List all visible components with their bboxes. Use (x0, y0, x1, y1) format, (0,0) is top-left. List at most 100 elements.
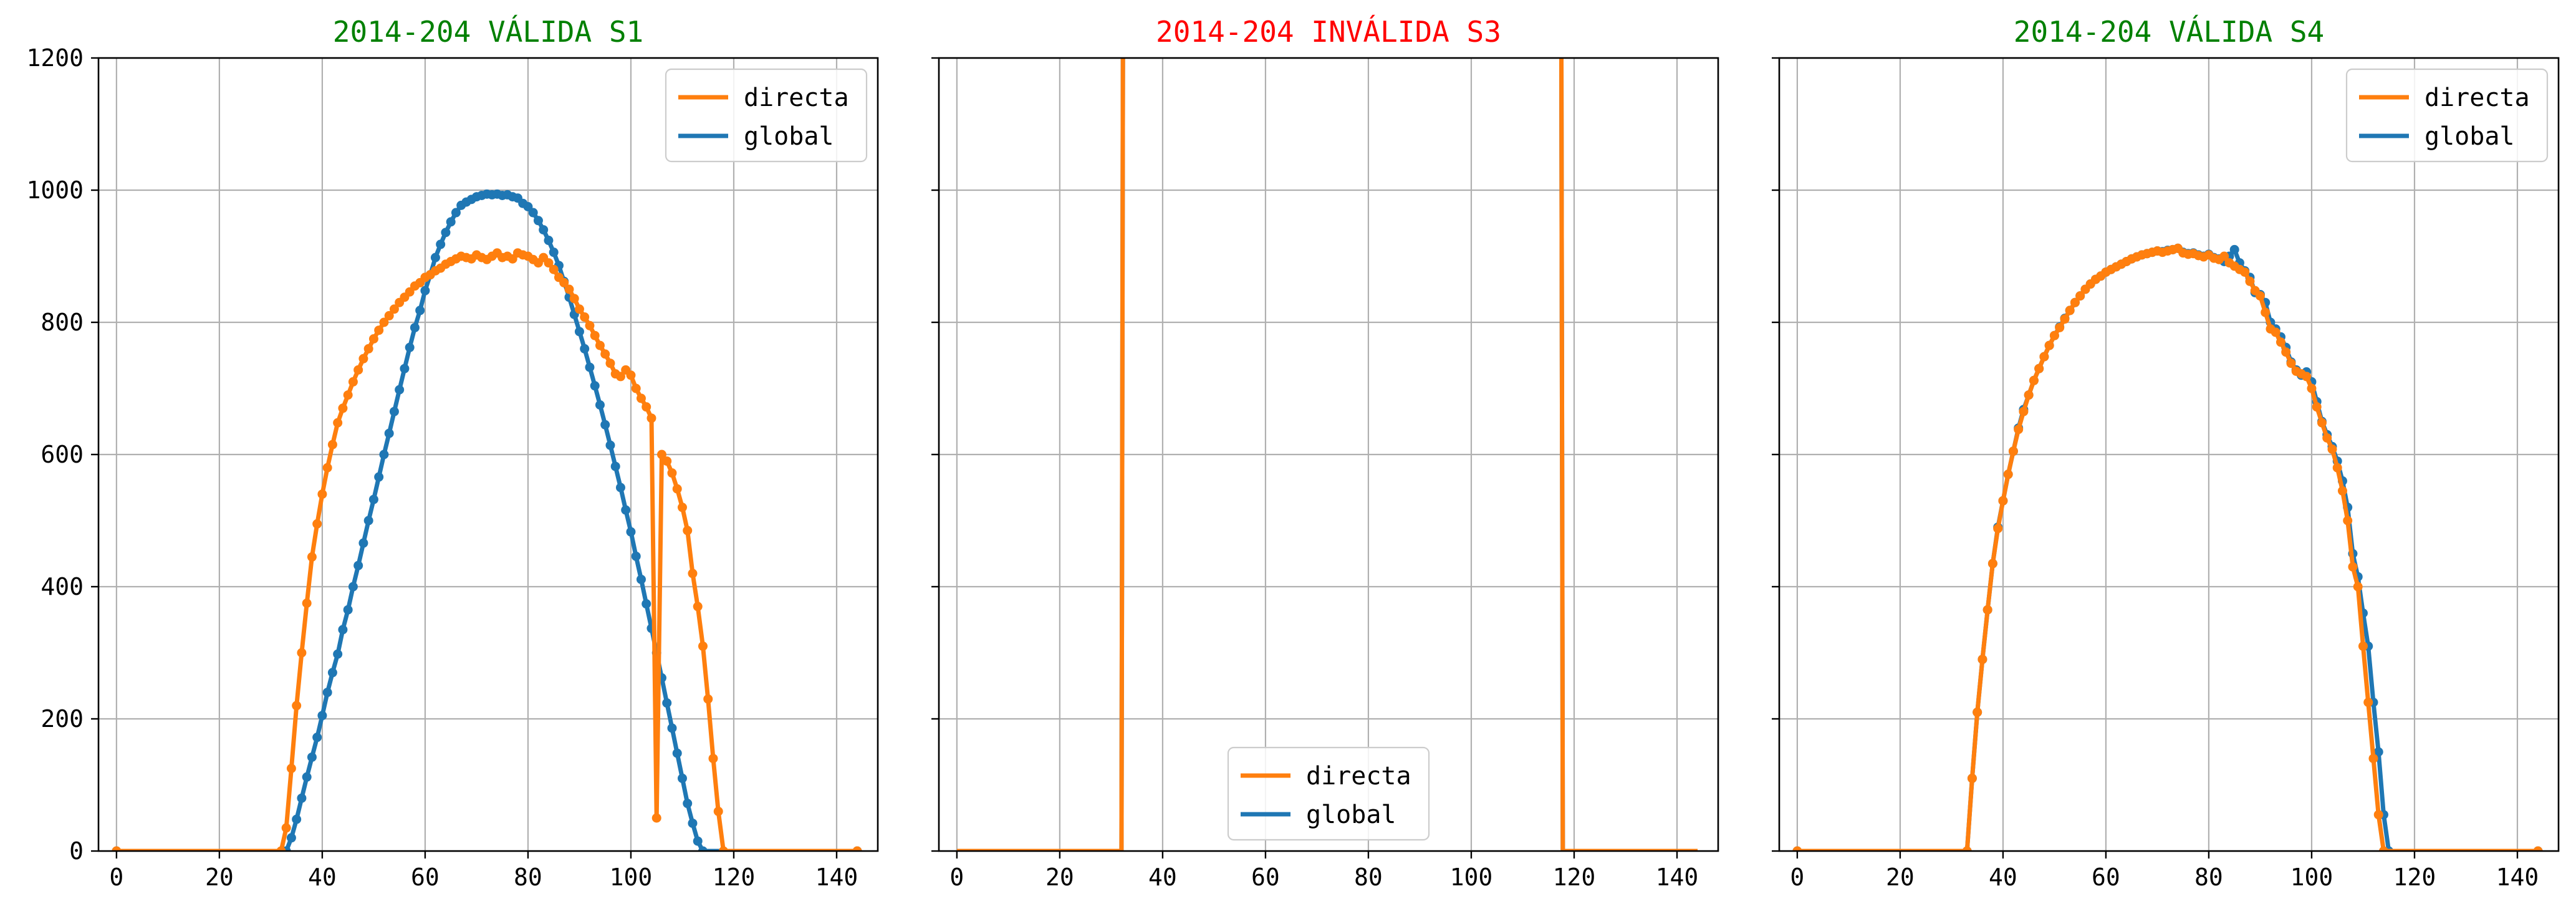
data-point-global (358, 538, 368, 548)
x-tick-label: 80 (1354, 863, 1383, 891)
data-point-global (683, 799, 693, 809)
data-point-directa (718, 846, 728, 851)
data-point-directa (1993, 524, 2003, 534)
x-tick-label: 140 (815, 863, 858, 891)
data-point-global (343, 605, 353, 615)
legend-box (1227, 746, 1430, 841)
data-point-directa (2240, 267, 2250, 277)
data-point-directa (333, 418, 343, 428)
data-point-directa (312, 519, 322, 529)
data-point-directa (2003, 469, 2013, 479)
x-tick-label: 100 (2290, 863, 2333, 891)
data-point-global (286, 833, 296, 843)
data-point-global (693, 836, 703, 846)
subplot-3: 0 20 40 60 80 100 120 140 2014-204 VÁLIDA S4 dire… (1772, 15, 2560, 891)
data-point-directa (544, 258, 554, 268)
data-point-directa (852, 846, 862, 851)
data-point-directa (358, 354, 368, 363)
data-point-directa (2070, 297, 2080, 307)
data-point-directa (379, 317, 389, 327)
legend-label-global: global (744, 122, 834, 151)
data-point-directa (672, 484, 682, 494)
data-point-global (317, 711, 327, 721)
x-tick-label: 40 (1989, 863, 2017, 891)
data-point-directa (708, 754, 718, 764)
data-point-directa (2008, 446, 2018, 456)
data-point-directa (662, 456, 672, 466)
data-point-global (405, 342, 415, 352)
data-point-global (368, 494, 378, 504)
data-point-directa (2307, 383, 2317, 393)
data-point-directa (374, 325, 384, 335)
data-point-global (672, 748, 682, 758)
data-point-global (621, 505, 631, 515)
data-point-global (2373, 747, 2383, 757)
data-point-directa (703, 694, 713, 704)
data-point-directa (698, 641, 708, 651)
data-point-directa (281, 823, 291, 833)
x-tick-label: 140 (2496, 863, 2539, 891)
data-point-directa (2533, 846, 2543, 851)
legend: directa global (2345, 68, 2549, 163)
x-tick-label: 120 (713, 863, 756, 891)
subplot-2: 0 20 40 60 80 100 120 140 2014-204 INVÁLIDA S3 di… (931, 15, 1719, 891)
data-point-directa (2302, 372, 2312, 382)
legend-box (665, 68, 868, 163)
data-point-directa (600, 349, 610, 359)
data-point-directa (2034, 363, 2044, 373)
data-point-directa (2065, 305, 2075, 315)
data-point-directa (2014, 425, 2024, 435)
data-point-directa (646, 413, 656, 423)
x-tick-label: 20 (205, 863, 234, 891)
data-point-global (338, 625, 348, 635)
data-point-directa (569, 294, 579, 304)
data-point-directa (2055, 322, 2065, 332)
data-point-directa (1967, 773, 1977, 783)
data-point-global (544, 236, 554, 246)
series-line-global (956, 58, 1698, 851)
x-tick-label: 60 (2092, 863, 2120, 891)
data-point-directa (1962, 846, 1972, 851)
data-point-global (441, 228, 451, 238)
data-point-directa (651, 813, 661, 823)
data-point-global (662, 698, 672, 708)
data-point-directa (348, 377, 358, 387)
data-point-global (430, 253, 440, 262)
legend-box (2345, 68, 2549, 163)
legend: directa global (665, 68, 868, 163)
data-point-global (615, 483, 625, 493)
data-point-directa (302, 599, 312, 608)
data-point-directa (353, 365, 363, 375)
x-tick-label: 60 (411, 863, 440, 891)
data-point-global (363, 516, 373, 526)
y-tick-label: 600 (41, 441, 84, 468)
data-point-directa (2343, 516, 2353, 526)
y-tick-label: 1200 (26, 44, 84, 72)
data-point-global (395, 385, 405, 395)
data-point-directa (667, 468, 677, 478)
data-point-directa (384, 310, 394, 320)
data-point-global (610, 461, 620, 471)
data-point-global (384, 428, 394, 438)
data-point-global (374, 472, 384, 482)
data-point-directa (338, 403, 348, 413)
data-point-directa (2039, 352, 2049, 362)
data-point-directa (626, 370, 636, 380)
x-tick-label: 60 (1251, 863, 1280, 891)
data-point-directa (2060, 314, 2070, 324)
data-point-global (626, 527, 636, 537)
chart-title: 2014-204 VÁLIDA S4 (2014, 15, 2325, 49)
data-point-directa (2312, 402, 2322, 412)
x-tick-label: 0 (949, 863, 964, 891)
plot-area (956, 58, 1698, 851)
data-point-directa (2219, 251, 2229, 261)
data-point-directa (713, 806, 723, 816)
series-line-directa (956, 58, 1698, 851)
y-tick-label: 400 (41, 573, 84, 600)
data-point-global (302, 772, 312, 782)
data-point-directa (2024, 390, 2034, 400)
data-point-directa (2322, 433, 2332, 443)
data-point-directa (368, 334, 378, 344)
data-point-directa (1982, 605, 1992, 615)
data-point-directa (1978, 655, 1987, 665)
